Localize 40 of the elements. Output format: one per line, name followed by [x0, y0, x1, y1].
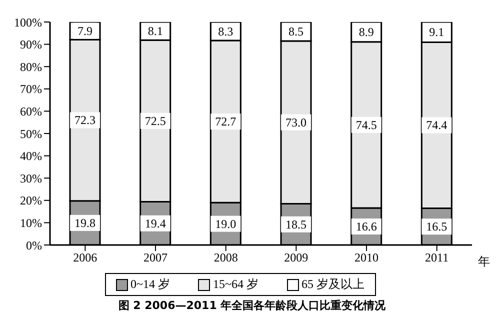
y-tick-label: 50% [20, 126, 42, 141]
data-label: 19.4 [144, 216, 166, 230]
data-label: 73.0 [286, 115, 306, 130]
data-label: 9.1 [429, 25, 444, 40]
legend-label: 65 岁及以上 [302, 276, 364, 293]
y-tick-label: 30% [20, 171, 42, 186]
data-label: 72.3 [74, 113, 96, 128]
data-label: 74.5 [356, 118, 377, 132]
data-label: 7.9 [78, 24, 92, 38]
data-label: 74.4 [426, 118, 448, 132]
x-tick-label: 2007 [144, 250, 168, 265]
x-tick-label: 2010 [354, 250, 378, 265]
y-tick-label: 90% [20, 38, 42, 52]
data-label: 16.6 [356, 219, 377, 234]
data-label: 19.8 [74, 216, 96, 230]
legend-label: 0~14 岁 [130, 276, 170, 293]
y-tick-label: 10% [20, 216, 42, 230]
data-label: 72.7 [215, 114, 236, 129]
data-label: 18.5 [286, 217, 306, 232]
y-tick-label: 40% [20, 149, 42, 164]
y-tick-label: 20% [20, 194, 42, 208]
data-label: 16.5 [426, 220, 448, 234]
x-tick-label: 2006 [73, 250, 98, 265]
x-tick-label: 2008 [214, 250, 238, 265]
data-label: 8.5 [288, 24, 304, 38]
x-tick-label: 2011 [425, 250, 449, 265]
data-label: 19.0 [215, 216, 236, 231]
y-tick-label: 70% [20, 82, 42, 96]
legend-label: 15~64 岁 [213, 276, 258, 293]
y-tick-label: 80% [20, 60, 42, 74]
y-tick-label: 100% [14, 15, 42, 30]
x-tick-label: 2009 [284, 250, 308, 265]
y-tick-label: 0% [26, 238, 42, 252]
data-label: 8.9 [358, 24, 374, 39]
data-label: 8.3 [218, 24, 234, 38]
data-label: 8.1 [148, 24, 163, 38]
text: 图 2 2006—2011 年全国各年龄段人口比重变化情况 [117, 298, 387, 313]
data-label: 72.5 [144, 114, 166, 128]
x-axis-title: 年 [478, 254, 490, 268]
y-tick-label: 60% [20, 104, 42, 118]
